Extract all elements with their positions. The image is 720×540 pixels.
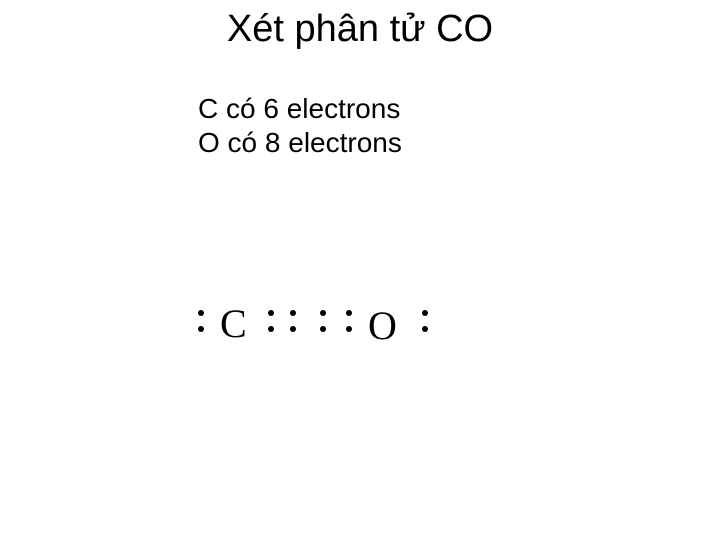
atom-oxygen: O [368,302,397,349]
lewis-structure: C O [178,290,498,370]
electron-dot [268,326,274,332]
slide: Xét phân tử CO C có 6 electrons O có 8 e… [0,0,720,540]
electron-dot [346,310,352,316]
electron-dot [422,326,428,332]
electron-dot [320,310,326,316]
o-electron-line: O có 8 electrons [198,126,402,160]
atom-carbon: C [220,300,247,347]
electron-dot [320,326,326,332]
slide-title: Xét phân tử CO [0,8,720,51]
electron-dot [198,326,204,332]
electron-dot [290,326,296,332]
electron-dot [198,310,204,316]
electron-dot [422,310,428,316]
electron-count-text: C có 6 electrons O có 8 electrons [198,92,402,159]
electron-dot [268,310,274,316]
c-electron-line: C có 6 electrons [198,92,402,126]
electron-dot [290,310,296,316]
electron-dot [346,326,352,332]
